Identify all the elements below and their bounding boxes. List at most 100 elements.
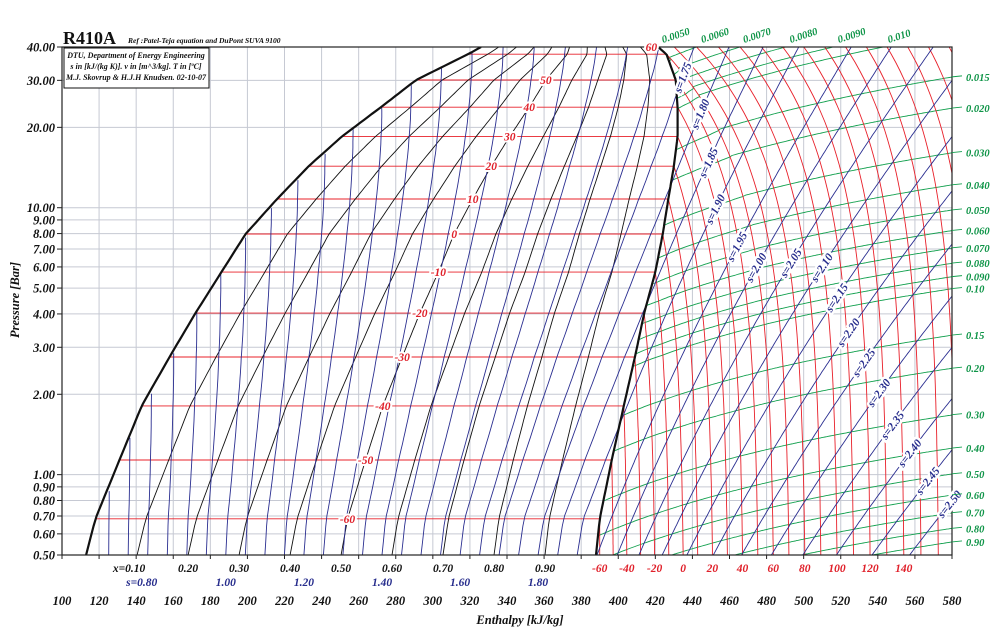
isotherm-line bbox=[380, 106, 743, 555]
plot-curves bbox=[85, 47, 952, 555]
quality-label: 0.70 bbox=[433, 563, 453, 575]
isotherm-label: -50 bbox=[358, 455, 374, 467]
isentrope-line bbox=[479, 47, 629, 555]
x-tick-label: 520 bbox=[831, 594, 851, 608]
isochore-label: 0.0060 bbox=[700, 26, 732, 46]
isentrope-line bbox=[771, 295, 952, 555]
isochore-label-leader bbox=[951, 333, 963, 336]
x-tick-label: 160 bbox=[164, 594, 184, 608]
isotherm-bottom-label: -40 bbox=[619, 563, 635, 575]
entropy-bottom-label: s=0.80 bbox=[125, 577, 157, 589]
quality-label: 0.60 bbox=[382, 563, 402, 575]
isotherm-line bbox=[119, 459, 614, 555]
x-tick-label: 400 bbox=[608, 594, 629, 608]
x-tick-label: 340 bbox=[497, 594, 518, 608]
y-tick-label: 40.00 bbox=[26, 41, 56, 55]
isotherm-line bbox=[760, 47, 854, 555]
isotherm-line bbox=[695, 47, 806, 555]
quality-line bbox=[544, 47, 651, 555]
isochore-label-leader bbox=[951, 275, 963, 278]
isochore-line bbox=[678, 47, 886, 109]
isotherm-bottom-label: 140 bbox=[895, 563, 913, 575]
isochore-label: 0.090 bbox=[966, 273, 990, 284]
y-tick-label: 3.00 bbox=[32, 341, 56, 355]
y-tick-label: 20.00 bbox=[26, 121, 56, 135]
isochore-label-leader bbox=[951, 446, 963, 449]
info-box: DTU, Department of Energy Engineering s … bbox=[63, 47, 210, 89]
y-tick-label: 0.80 bbox=[33, 494, 56, 508]
isentrope-line bbox=[401, 47, 504, 555]
x-tick-label: 460 bbox=[719, 594, 740, 608]
isochore-label: 0.020 bbox=[966, 104, 990, 115]
isochore-line bbox=[658, 184, 952, 259]
entropy-bottom-label: 1.60 bbox=[450, 577, 470, 589]
isentrope-line bbox=[596, 47, 852, 555]
isentrope-line bbox=[381, 52, 473, 555]
isotherm-label: 40 bbox=[523, 102, 536, 114]
quality-label: 0.80 bbox=[484, 563, 504, 575]
isotherm-line bbox=[845, 47, 922, 555]
isentrope-line bbox=[303, 129, 354, 555]
isochore-label-leader bbox=[951, 183, 963, 186]
isotherm-line bbox=[169, 356, 642, 555]
isotherm-label: 60 bbox=[646, 42, 658, 54]
x-tick-label: 240 bbox=[311, 594, 332, 608]
isentrope-label: s=1.85 bbox=[697, 146, 721, 180]
isochore-line bbox=[799, 527, 952, 555]
isochore-label-leader bbox=[951, 75, 963, 78]
isotherm-bottom-label: 40 bbox=[736, 563, 749, 575]
isochore-line bbox=[670, 494, 952, 555]
quality-label: 0.20 bbox=[178, 563, 198, 575]
isentrope-label: s=1.95 bbox=[725, 230, 751, 264]
entropy-bottom-label: 1.80 bbox=[528, 577, 548, 589]
isotherm-label: -20 bbox=[412, 308, 428, 320]
y-tick-label: 1.00 bbox=[33, 468, 56, 482]
info-line-1: DTU, Department of Energy Engineering bbox=[66, 51, 205, 60]
isotherm-line bbox=[803, 47, 888, 555]
isotherm-label: 10 bbox=[467, 194, 479, 206]
saturated-vapor-line bbox=[594, 47, 679, 555]
isochore-label: 0.10 bbox=[966, 285, 985, 296]
y-tick-label: 7.00 bbox=[33, 243, 56, 257]
isochore-label: 0.080 bbox=[966, 259, 990, 270]
isochore-line bbox=[646, 230, 952, 306]
isochore-label: 0.0090 bbox=[836, 26, 868, 46]
isotherm-line bbox=[141, 405, 628, 555]
isotherm-label: -30 bbox=[395, 352, 411, 364]
isentrope-line bbox=[909, 500, 952, 555]
x-tick-label: 380 bbox=[571, 594, 592, 608]
chart-subtitle: Ref :Patel-Teja equation and DuPont SUVA… bbox=[127, 36, 281, 45]
isentrope-line bbox=[836, 397, 952, 555]
x-tick-label: 320 bbox=[460, 594, 481, 608]
isochore-label: 0.040 bbox=[966, 181, 990, 192]
isotherm-label: 0 bbox=[451, 229, 457, 241]
isotherm-line bbox=[865, 47, 939, 555]
isochore-label-leader bbox=[951, 106, 963, 109]
isotherm-label: 20 bbox=[484, 161, 497, 173]
isotherm-line bbox=[717, 47, 822, 555]
chart-title: R410A bbox=[63, 28, 116, 48]
isochore-label: 0.60 bbox=[966, 491, 985, 502]
x-tick-label: 180 bbox=[201, 594, 221, 608]
x-tick-label: 280 bbox=[385, 594, 406, 608]
isentrope-line bbox=[108, 491, 110, 555]
isochore-line bbox=[622, 334, 952, 416]
isochore-label-leader bbox=[951, 511, 963, 514]
isochore-line bbox=[642, 247, 952, 325]
x-tick-label: 360 bbox=[534, 594, 555, 608]
x-tick-label: 140 bbox=[127, 594, 147, 608]
quality-line bbox=[340, 47, 571, 555]
isotherm-line bbox=[824, 47, 905, 555]
isentrope-line bbox=[619, 47, 800, 425]
isochore-label-leader bbox=[951, 228, 963, 231]
isotherm-label: -60 bbox=[340, 514, 356, 526]
x-tick-label: 420 bbox=[645, 594, 666, 608]
isentrope-line bbox=[205, 273, 222, 555]
isochore-label-leader bbox=[951, 151, 963, 154]
isochore-label: 0.70 bbox=[966, 509, 985, 520]
isentrope-line bbox=[557, 307, 646, 555]
isochore-line bbox=[614, 367, 952, 452]
isentrope-line bbox=[322, 107, 383, 555]
isochore-label: 0.0070 bbox=[742, 26, 774, 46]
isochore-line bbox=[633, 288, 952, 367]
